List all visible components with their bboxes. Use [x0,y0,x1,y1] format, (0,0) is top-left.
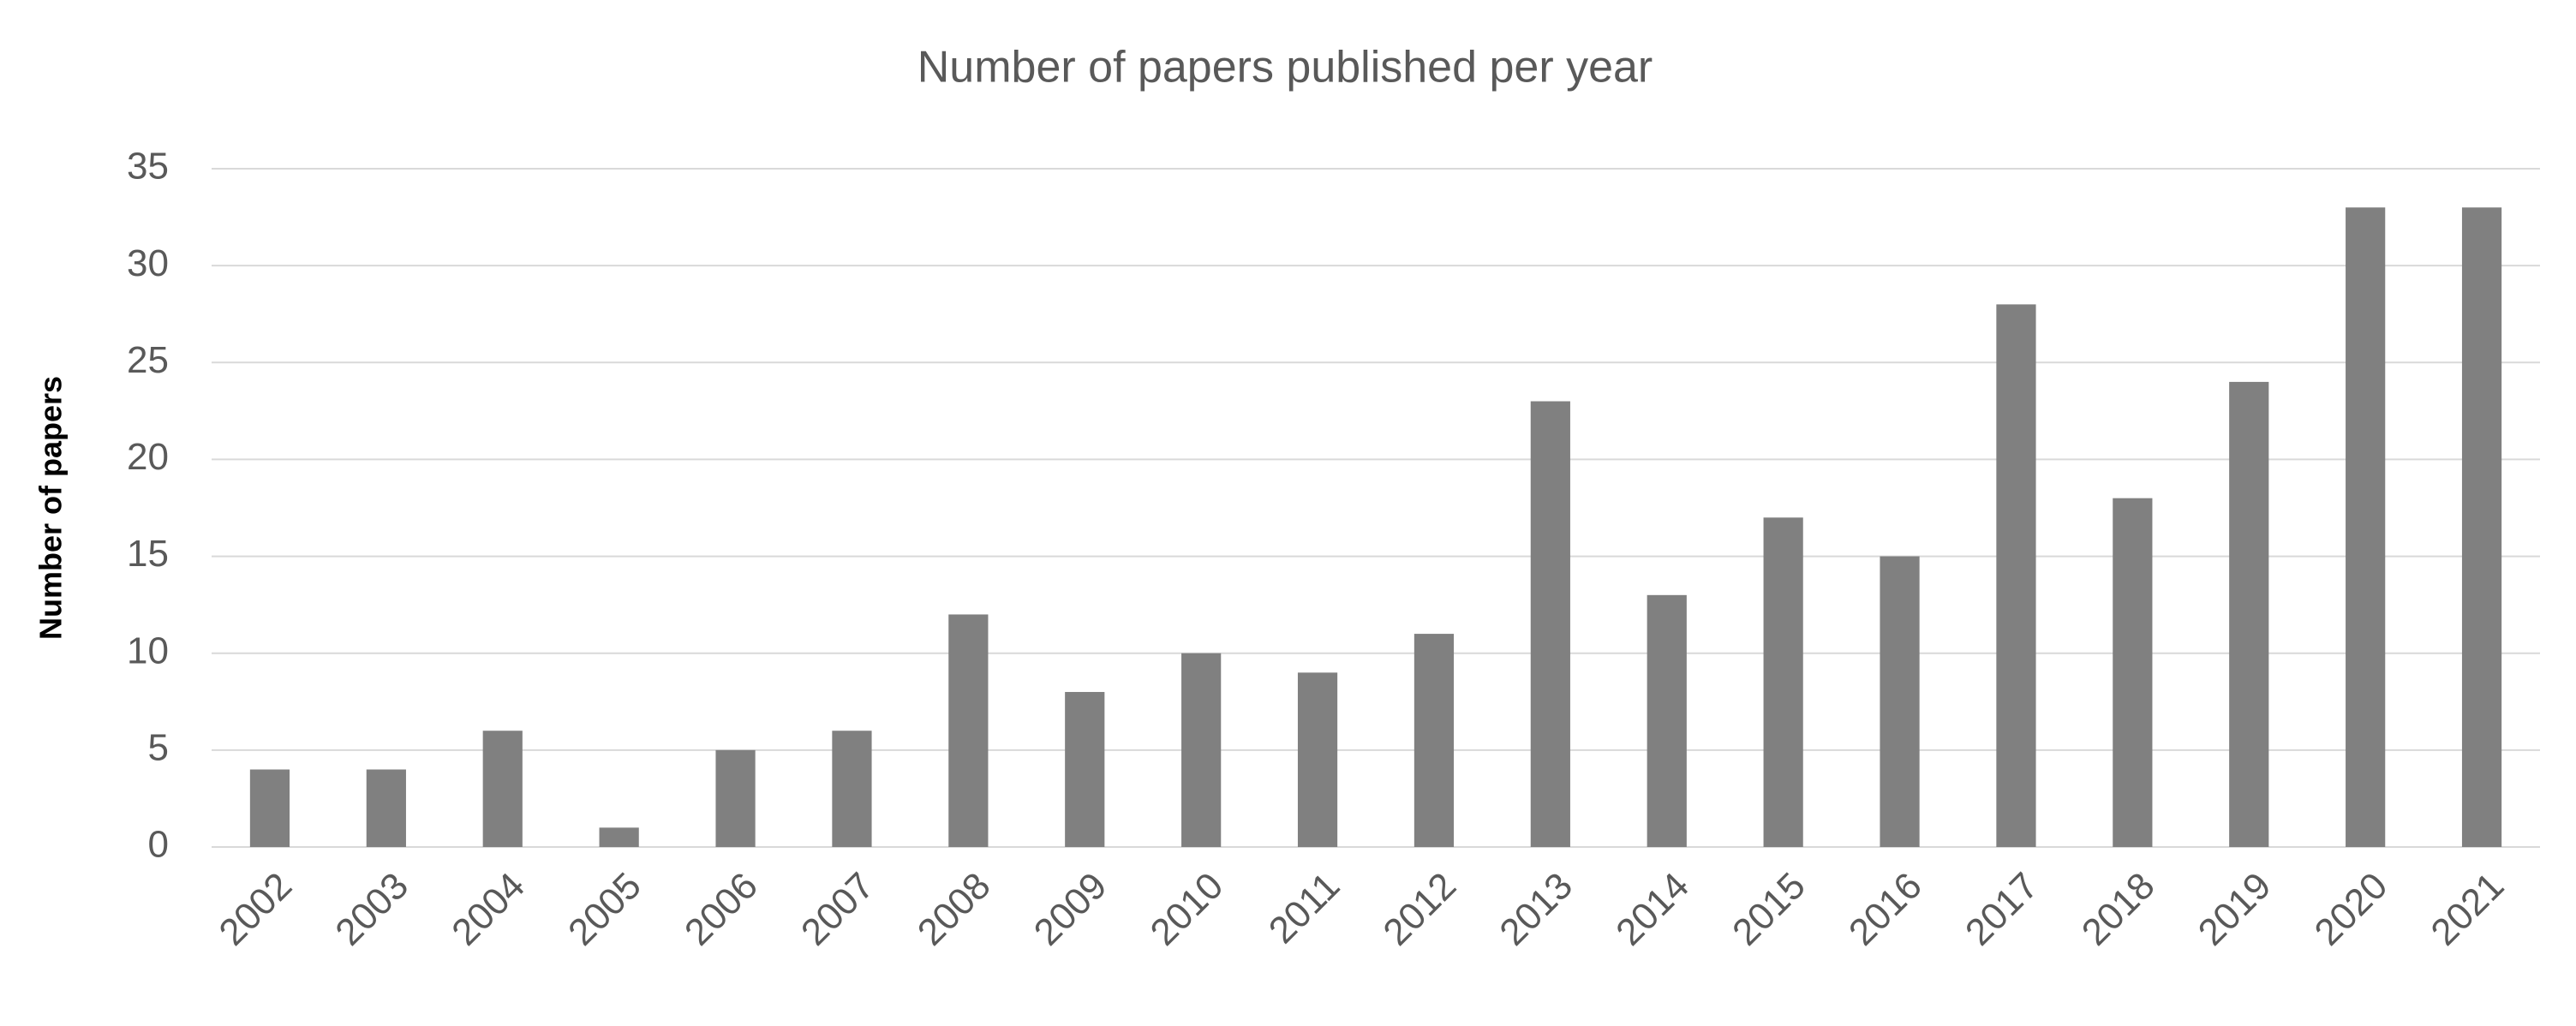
bar [1297,672,1338,847]
x-tick-label: 2007 [793,865,882,954]
y-tick-label: 5 [148,726,169,768]
x-tick-label: 2014 [1608,865,1697,954]
x-tick-label: 2021 [2423,865,2512,954]
bar [366,769,406,847]
bar [2113,498,2153,847]
x-tick-label: 2016 [1841,865,1930,954]
y-tick-label: 20 [127,436,169,478]
bar [715,749,756,847]
bar [1647,594,1687,847]
x-tick-label: 2008 [910,865,999,954]
y-tick-label: 35 [127,146,169,188]
bar [1530,401,1570,847]
y-tick-label: 25 [127,339,169,381]
x-tick-label: 2017 [1957,865,2047,954]
x-tick-label: 2004 [444,865,533,954]
bar [1414,634,1455,847]
y-tick-label: 10 [127,629,169,671]
bar [948,614,989,847]
x-tick-label: 2013 [1491,865,1581,954]
bar [832,731,872,847]
x-tick-label: 2020 [2307,865,2396,954]
bar [2461,207,2502,847]
x-tick-label: 2011 [1261,865,1348,952]
y-tick-label: 30 [127,242,169,284]
x-tick-label: 2009 [1026,865,1115,954]
x-tick-label: 2012 [1375,865,1464,954]
x-tick-label: 2006 [677,865,766,954]
bar [249,769,290,847]
bar [1880,556,1920,847]
x-tick-label: 2003 [327,865,416,954]
x-tick-label: 2019 [2190,865,2280,954]
bar [1763,517,1803,847]
bar [2229,381,2269,847]
bar [482,731,523,847]
x-tick-label: 2002 [211,865,300,954]
x-tick-label: 2015 [1724,865,1814,954]
bar [1065,691,1105,847]
bar [1181,653,1222,847]
y-axis-label: Number of papers [33,376,69,640]
x-tick-label: 2005 [560,865,649,954]
y-tick-label: 0 [148,824,169,866]
x-tick-label: 2018 [2074,865,2163,954]
bar [2346,207,2386,847]
y-tick-label: 15 [127,533,169,575]
chart-title: Number of papers published per year [917,43,1653,92]
bar [599,827,639,847]
x-tick-label: 2010 [1143,865,1232,954]
bar [1996,304,2036,847]
